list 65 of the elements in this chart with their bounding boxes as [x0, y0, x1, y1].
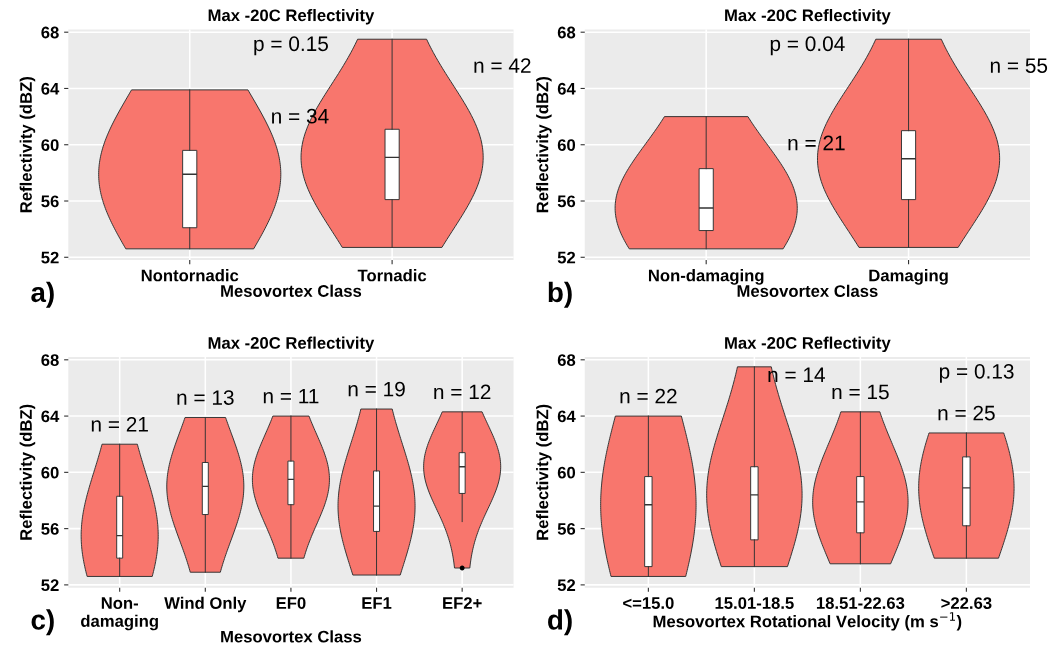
- y-tick-label: 68: [41, 26, 59, 39]
- chart-title: Max -20C Reflectivity: [725, 8, 891, 25]
- x-tick-label: Nontornadic: [141, 269, 239, 282]
- y-tick-label: 64: [41, 410, 60, 423]
- text: b): [548, 281, 572, 308]
- x-tick-label: Non- damaging: [81, 597, 158, 631]
- annotation: n = 13: [177, 390, 234, 405]
- y-tick-label: 60: [557, 139, 576, 151]
- y-tick-label: 64: [557, 410, 576, 423]
- y-tick-label: 60: [41, 139, 59, 151]
- x-axis-title: Mesovortex Class: [221, 284, 362, 297]
- x-tick-label: 15.01-18.5: [715, 597, 794, 609]
- y-tick-label: 68: [557, 354, 576, 367]
- y-axis-title: Reflectivity (dBZ): [19, 404, 36, 540]
- y-tick-label: 56: [557, 195, 576, 208]
- annotation: p = 0.15: [254, 36, 328, 56]
- y-tick-label: 64: [557, 82, 576, 95]
- x-axis-title: Mesovortex Class: [737, 284, 878, 297]
- y-axis-title: Reflectivity (dBZ): [536, 77, 552, 213]
- y-tick-label: 56: [557, 523, 576, 535]
- annotation: n = 55: [990, 58, 1048, 73]
- x-tick-label: EF2+: [443, 597, 482, 609]
- x-tick-label: Tornadic: [357, 269, 427, 282]
- x-tick-label: <=15.0: [623, 597, 674, 609]
- chart-title: Max -20C Reflectivity: [725, 336, 891, 353]
- x-tick-label: Non-damaging: [648, 269, 764, 285]
- x-tick-label: Damaging: [869, 269, 948, 285]
- y-tick-label: 52: [557, 579, 576, 592]
- x-axis-title: Mesovortex Class: [221, 630, 362, 643]
- annotation: n = 15: [832, 384, 889, 400]
- y-tick-label: 68: [557, 26, 576, 39]
- y-tick-label: 52: [41, 251, 59, 264]
- y-tick-label: 52: [557, 251, 576, 264]
- x-tick-label: EF0: [276, 597, 306, 609]
- y-tick-label: 60: [41, 466, 59, 479]
- annotation: n = 14: [768, 367, 825, 382]
- chart-title: Max -20C Reflectivity: [208, 336, 375, 353]
- annotation: n = 34: [272, 108, 329, 124]
- text: d): [548, 609, 572, 636]
- chart-title: Max -20C Reflectivity: [208, 8, 375, 25]
- text: c): [31, 609, 54, 636]
- y-tick-label: 56: [41, 523, 59, 535]
- annotation: n = 42: [474, 58, 531, 73]
- y-tick-label: 68: [41, 354, 59, 367]
- y-tick-label: 60: [557, 466, 576, 479]
- annotation: n = 21: [91, 416, 148, 432]
- text: a): [31, 281, 54, 308]
- annotation: n = 19: [348, 381, 405, 397]
- y-tick-label: 64: [41, 82, 60, 95]
- annotation: n = 11: [263, 388, 319, 404]
- x-axis-title: Mesovortex Rotational Velocity (m s$^{−1}$): [653, 612, 962, 631]
- annotation: p = 0.13: [939, 363, 1014, 383]
- x-tick-label: Wind Only: [164, 596, 247, 613]
- y-axis-title: Reflectivity (dBZ): [19, 77, 36, 213]
- y-tick-label: 56: [41, 195, 59, 208]
- annotation: n = 22: [620, 388, 677, 404]
- annotation: n = 25: [938, 405, 995, 421]
- annotation: n = 21: [788, 135, 845, 151]
- y-tick-label: 52: [41, 579, 59, 592]
- annotation: n = 12: [434, 384, 491, 400]
- x-tick-label: 18.51-22.63: [816, 597, 905, 609]
- x-tick-label: EF1: [362, 597, 392, 609]
- annotation: p = 0.04: [770, 36, 845, 56]
- x-tick-label: >22.63: [941, 597, 992, 609]
- y-axis-title: Reflectivity (dBZ): [536, 404, 552, 540]
